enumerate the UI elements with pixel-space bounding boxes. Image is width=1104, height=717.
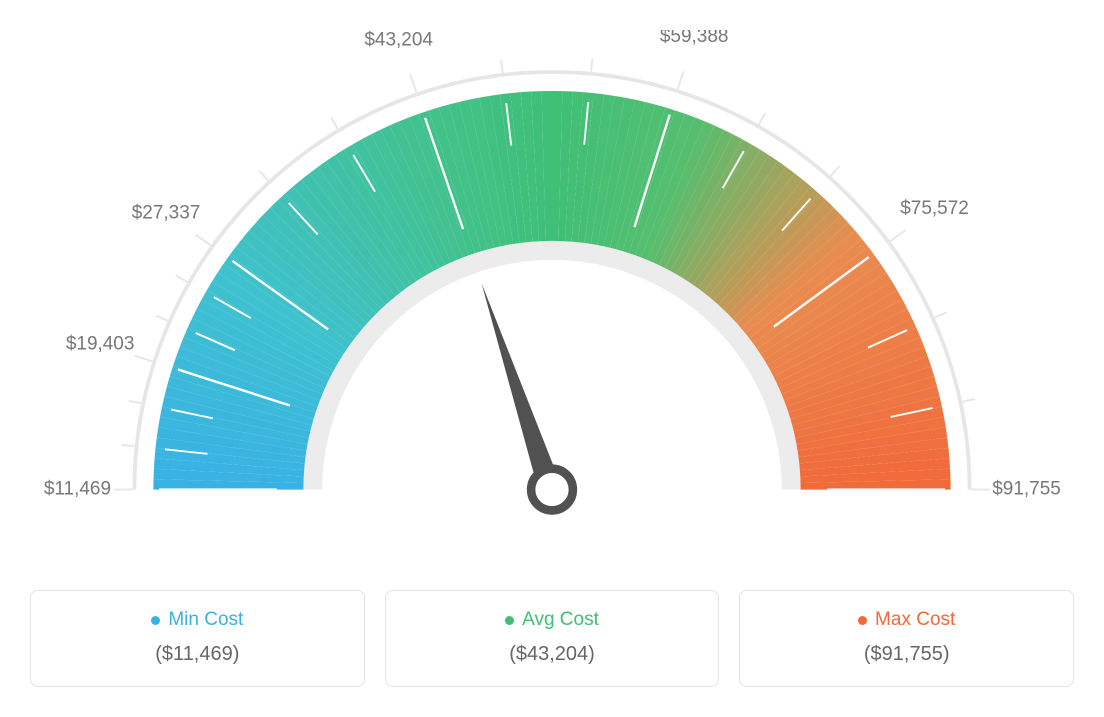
dot-avg: [505, 616, 514, 625]
legend-card-min: Min Cost ($11,469): [30, 590, 365, 687]
legend-card-avg: Avg Cost ($43,204): [385, 590, 720, 687]
legend-label-avg: Avg Cost: [522, 609, 599, 631]
legend-value-min: ($11,469): [41, 643, 354, 666]
tick-label: $59,388: [660, 30, 729, 47]
legend-row: Min Cost ($11,469) Avg Cost ($43,204) Ma…: [30, 590, 1074, 687]
gauge-container: $11,469 $19,403 $27,337 $43,204 $59,388 $75,5…: [30, 30, 1074, 560]
tick-label: $19,403: [66, 334, 135, 355]
tick-label: $27,337: [132, 202, 201, 223]
tick-label: $43,204: [364, 30, 433, 50]
legend-value-avg: ($43,204): [396, 643, 709, 666]
gauge-needle: [481, 283, 572, 510]
tick-label: $91,755: [992, 479, 1061, 500]
tick-label: $75,572: [900, 198, 969, 219]
legend-value-max: ($91,755): [750, 643, 1063, 666]
legend-label-min: Min Cost: [168, 609, 243, 631]
dot-min: [151, 616, 160, 625]
legend-card-max: Max Cost ($91,755): [739, 590, 1074, 687]
gauge-chart: $11,469 $19,403 $27,337 $43,204 $59,388 $75,5…: [30, 30, 1074, 560]
dot-max: [858, 616, 867, 625]
tick-label: $11,469: [44, 479, 111, 500]
legend-label-max: Max Cost: [875, 609, 955, 631]
